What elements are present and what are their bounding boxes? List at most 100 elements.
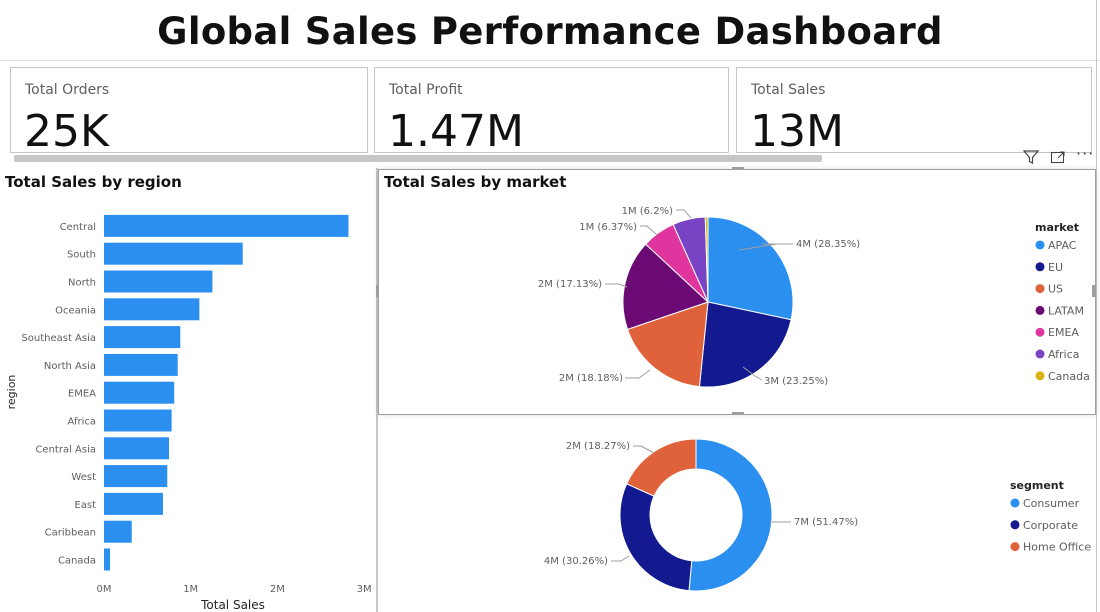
bar-category-label: North bbox=[68, 278, 96, 289]
more-options-icon[interactable]: ··· bbox=[1076, 144, 1095, 163]
bar-category-label: Southeast Asia bbox=[21, 333, 96, 344]
data-label: 1M (6.37%) bbox=[579, 222, 637, 233]
bar-category-label: West bbox=[71, 472, 96, 483]
pie-chart-market: 4M (28.35%) 3M (23.25%) 2M (18.18%) 2M (17.… bbox=[538, 206, 1090, 388]
legend-marker bbox=[1035, 305, 1045, 315]
resize-handle[interactable] bbox=[732, 167, 744, 170]
resize-handle[interactable] bbox=[376, 285, 379, 297]
leader-line bbox=[640, 225, 658, 236]
legend-item: APAC bbox=[1048, 239, 1077, 252]
bar-category-label: South bbox=[67, 250, 96, 261]
legend-marker bbox=[1035, 284, 1045, 294]
bar-category-label: Africa bbox=[67, 417, 96, 428]
bar bbox=[104, 298, 200, 321]
x-tick-label: 2M bbox=[270, 584, 285, 595]
filter-icon[interactable] bbox=[1022, 149, 1040, 168]
legend-marker bbox=[1035, 327, 1045, 337]
panel-divider bbox=[376, 168, 378, 612]
bar bbox=[104, 326, 181, 349]
legend-marker bbox=[1035, 349, 1045, 359]
bar bbox=[104, 437, 170, 460]
data-label: 2M (17.13%) bbox=[538, 279, 602, 290]
y-axis-label: region bbox=[5, 375, 18, 410]
x-tick-label: 1M bbox=[183, 584, 198, 595]
legend-marker bbox=[1035, 262, 1045, 272]
bar bbox=[104, 548, 111, 571]
bar bbox=[104, 520, 132, 543]
legend-marker bbox=[1010, 498, 1020, 508]
bar-category-label: Oceania bbox=[55, 305, 96, 316]
data-label: 2M (18.18%) bbox=[559, 373, 623, 384]
data-label: 2M (18.27%) bbox=[566, 441, 630, 452]
bar bbox=[104, 214, 349, 237]
legend-marker bbox=[1010, 520, 1020, 530]
card-value: 13M bbox=[750, 106, 844, 157]
bar-category-label: Canada bbox=[58, 556, 96, 567]
x-axis-label: Total Sales bbox=[200, 598, 265, 612]
leader-line bbox=[625, 369, 651, 379]
canvas-top-border bbox=[0, 60, 1100, 61]
legend-item: Canada bbox=[1048, 370, 1090, 383]
leader-line bbox=[742, 366, 763, 381]
data-label: 1M (6.2%) bbox=[622, 206, 673, 217]
bar bbox=[104, 353, 178, 376]
card-total-profit[interactable]: Total Profit 1.47M bbox=[374, 67, 729, 157]
leader-line bbox=[633, 445, 655, 454]
card-label: Total Sales bbox=[751, 82, 826, 98]
legend-marker bbox=[1035, 240, 1045, 250]
bar bbox=[104, 465, 168, 488]
legend-item: LATAM bbox=[1048, 304, 1084, 317]
pie-slice bbox=[622, 243, 709, 331]
legend-marker bbox=[1035, 371, 1045, 381]
bar bbox=[104, 492, 163, 515]
donut-slice bbox=[619, 483, 693, 592]
leader-line bbox=[611, 555, 630, 562]
leader-line bbox=[605, 283, 628, 288]
legend-item: Consumer bbox=[1023, 497, 1080, 510]
card-total-orders[interactable]: Total Orders 25K bbox=[10, 67, 368, 157]
pie-slice bbox=[626, 301, 709, 388]
bar bbox=[104, 242, 243, 265]
card-total-sales[interactable]: Total Sales 13M bbox=[736, 67, 1092, 157]
card-value: 25K bbox=[24, 106, 109, 157]
data-label: 3M (23.25%) bbox=[764, 376, 828, 387]
resize-handle[interactable] bbox=[1092, 285, 1095, 297]
bar bbox=[104, 270, 213, 293]
pie-chart-title: Total Sales by market bbox=[384, 173, 567, 191]
bar bbox=[104, 409, 172, 432]
pie-slice bbox=[698, 301, 792, 388]
canvas-right-border bbox=[1096, 0, 1097, 612]
x-tick-label: 0M bbox=[97, 584, 112, 595]
legend-item: Home Office bbox=[1023, 541, 1091, 554]
data-label: 7M (51.47%) bbox=[794, 517, 858, 528]
bar-category-label: EMEA bbox=[68, 389, 96, 400]
page-title: Global Sales Performance Dashboard bbox=[157, 10, 943, 53]
leader-line bbox=[738, 243, 793, 251]
leader-line bbox=[676, 209, 692, 219]
data-label: 4M (28.35%) bbox=[796, 239, 860, 250]
horizontal-scrollbar[interactable] bbox=[14, 155, 822, 162]
bar-category-label: East bbox=[74, 500, 96, 511]
resize-handle[interactable] bbox=[732, 412, 744, 415]
focus-mode-icon[interactable] bbox=[1050, 149, 1066, 168]
pie-slice bbox=[707, 216, 794, 321]
bar-chart-title: Total Sales by region bbox=[5, 173, 182, 191]
card-label: Total Profit bbox=[389, 82, 463, 98]
legend-item: US bbox=[1048, 283, 1063, 296]
donut-slice bbox=[688, 438, 773, 592]
bar-category-label: Central bbox=[60, 222, 96, 233]
bar-category-label: North Asia bbox=[44, 361, 96, 372]
donut-chart-segment: 7M (51.47%) 4M (30.26%) 2M (18.27%) segment… bbox=[544, 438, 1091, 592]
data-label: 4M (30.26%) bbox=[544, 556, 608, 567]
pie-slice bbox=[704, 216, 709, 303]
legend-item: Corporate bbox=[1023, 519, 1078, 532]
bar-category-label: Central Asia bbox=[35, 444, 96, 455]
bar bbox=[104, 381, 175, 404]
x-tick-label: 3M bbox=[357, 584, 372, 595]
card-value: 1.47M bbox=[388, 106, 524, 157]
bar-category-label: Caribbean bbox=[45, 528, 96, 539]
legend-item: EMEA bbox=[1048, 326, 1079, 339]
card-label: Total Orders bbox=[25, 82, 110, 98]
donut-slice bbox=[626, 438, 697, 497]
bar-chart-region: Central South North Oceania Southeast Asia No… bbox=[5, 214, 372, 612]
